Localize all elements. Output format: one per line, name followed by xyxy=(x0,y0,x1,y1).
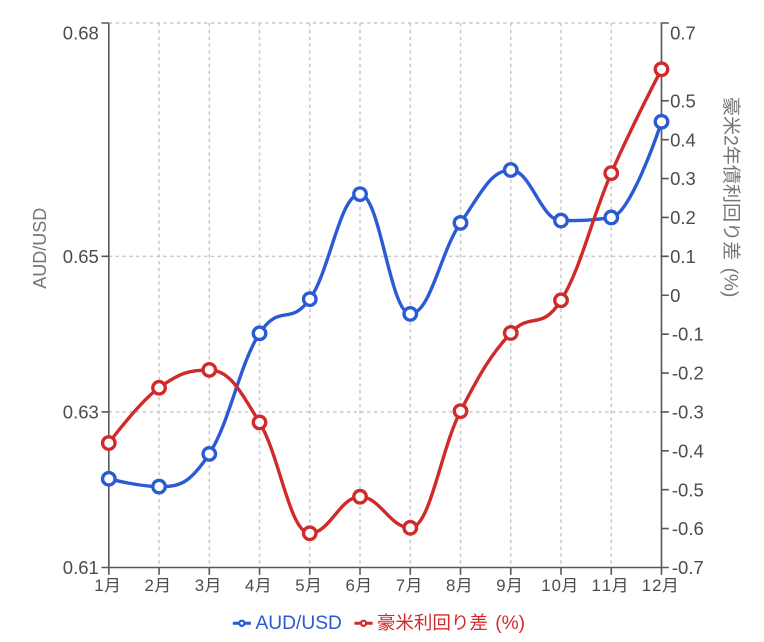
svg-text:-0.5: -0.5 xyxy=(672,479,704,500)
svg-text:1: 1 xyxy=(94,576,103,595)
svg-text:AUD/USD: AUD/USD xyxy=(256,613,342,634)
svg-text:0.5: 0.5 xyxy=(670,90,696,111)
svg-text:1: 1 xyxy=(642,576,651,595)
svg-text:9: 9 xyxy=(496,576,505,595)
svg-text:-0.1: -0.1 xyxy=(672,324,704,345)
svg-text:5: 5 xyxy=(295,576,304,595)
svg-text:-0.3: -0.3 xyxy=(672,402,704,423)
svg-text:-0.4: -0.4 xyxy=(672,440,704,461)
svg-text:3: 3 xyxy=(195,576,204,595)
svg-text:2: 2 xyxy=(144,576,153,595)
svg-text:-0.6: -0.6 xyxy=(672,518,704,539)
svg-text:0.68: 0.68 xyxy=(63,22,99,43)
svg-text:8: 8 xyxy=(446,576,455,595)
svg-text:2: 2 xyxy=(652,576,661,595)
svg-text:2: 2 xyxy=(720,135,741,146)
svg-text:7: 7 xyxy=(396,576,405,595)
svg-text:0.61: 0.61 xyxy=(63,557,99,578)
svg-text:1: 1 xyxy=(592,576,601,595)
svg-text:-0.7: -0.7 xyxy=(672,557,704,578)
svg-text:-0.2: -0.2 xyxy=(672,363,704,384)
svg-text:0.7: 0.7 xyxy=(670,22,696,43)
svg-text:1: 1 xyxy=(602,576,611,595)
svg-text:0.65: 0.65 xyxy=(63,246,99,267)
svg-text:0: 0 xyxy=(670,285,680,306)
svg-text:0.2: 0.2 xyxy=(670,207,696,228)
svg-text:6: 6 xyxy=(345,576,354,595)
svg-text:0.3: 0.3 xyxy=(670,168,696,189)
svg-text:0.1: 0.1 xyxy=(670,246,696,267)
svg-text:0.4: 0.4 xyxy=(670,129,696,150)
svg-text:0.63: 0.63 xyxy=(63,402,99,423)
svg-text:AUD/USD: AUD/USD xyxy=(30,208,50,289)
svg-text:4: 4 xyxy=(245,576,254,595)
svg-text:(%): (%) xyxy=(490,613,525,634)
svg-text:1: 1 xyxy=(541,576,550,595)
svg-text:0: 0 xyxy=(552,576,561,595)
svg-text:(%): (%) xyxy=(720,262,741,297)
